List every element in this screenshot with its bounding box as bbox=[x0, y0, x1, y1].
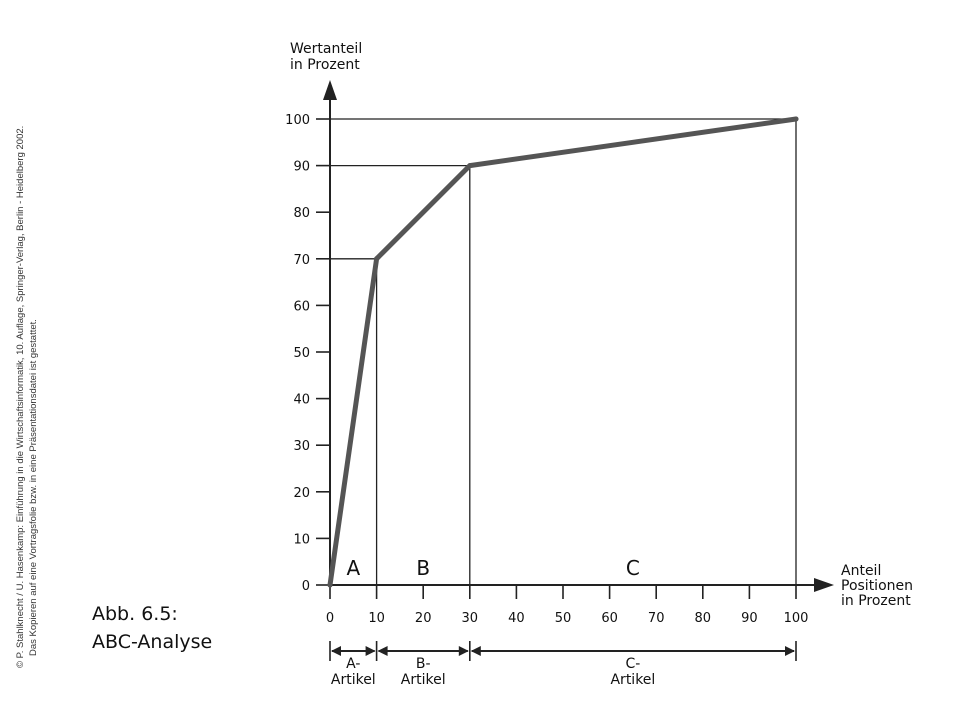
x-axis-title-line: Positionen bbox=[841, 578, 913, 594]
y-tick-label: 80 bbox=[293, 206, 310, 221]
series-line bbox=[327, 116, 799, 588]
x-axis-title-line: in Prozent bbox=[841, 593, 911, 609]
range-arrow-left bbox=[470, 646, 481, 656]
y-tick-label: 90 bbox=[293, 160, 310, 175]
range-label: B- bbox=[416, 656, 431, 672]
data-series bbox=[327, 116, 799, 588]
zone-label-c: C bbox=[626, 556, 640, 580]
y-tick-label: 50 bbox=[293, 346, 310, 361]
y-axis-title-line: Wertanteil bbox=[290, 41, 362, 57]
range-arrow-left bbox=[377, 646, 388, 656]
guide-lines bbox=[330, 118, 797, 585]
range-label: A- bbox=[346, 656, 360, 672]
range-arrow-left bbox=[331, 646, 341, 656]
x-tick-label: 20 bbox=[415, 611, 432, 626]
y-tick-label: 60 bbox=[293, 299, 310, 314]
copyright-line-2: Das Kopieren auf eine Vortragsfolie bzw.… bbox=[28, 319, 39, 656]
caption-line-2: ABC-Analyse bbox=[92, 631, 213, 653]
y-axis-arrow bbox=[323, 80, 337, 100]
x-tick-label: 0 bbox=[326, 611, 334, 626]
x-tick-label: 30 bbox=[462, 611, 479, 626]
copyright-line-1: © P. Stahlknecht / U. Hasenkamp: Einführ… bbox=[15, 125, 26, 668]
y-tick-label: 100 bbox=[285, 113, 310, 128]
range-label: C- bbox=[625, 656, 640, 672]
x-tick-label: 50 bbox=[555, 611, 572, 626]
copyright-notice: © P. Stahlknecht / U. Hasenkamp: Einführ… bbox=[14, 28, 40, 668]
axes bbox=[323, 80, 834, 592]
x-tick-label: 60 bbox=[601, 611, 618, 626]
x-tick-label: 80 bbox=[695, 611, 712, 626]
y-tick-label: 20 bbox=[293, 486, 310, 501]
x-tick-label: 90 bbox=[741, 611, 758, 626]
y-tick-label: 70 bbox=[293, 253, 310, 268]
range-arrow-right bbox=[785, 646, 795, 656]
zone-labels: A B C bbox=[346, 556, 639, 580]
figure-caption: Abb. 6.5: ABC-Analyse bbox=[92, 600, 212, 656]
series-point bbox=[793, 116, 799, 122]
series-point bbox=[467, 163, 473, 169]
y-tick-label: 0 bbox=[302, 579, 310, 594]
range-arrow-right bbox=[458, 646, 469, 656]
y-axis-title-line: in Prozent bbox=[290, 57, 360, 73]
zone-label-a: A bbox=[346, 556, 360, 580]
y-tick-label: 30 bbox=[293, 439, 310, 454]
x-axis-arrow bbox=[814, 578, 834, 592]
range-label: Artikel bbox=[401, 672, 446, 688]
y-tick-label: 40 bbox=[293, 393, 310, 408]
x-tick-label: 70 bbox=[648, 611, 665, 626]
x-tick-label: 100 bbox=[784, 611, 809, 626]
x-tick-label: 40 bbox=[508, 611, 525, 626]
range-label: Artikel bbox=[331, 672, 376, 688]
zone-label-b: B bbox=[416, 556, 430, 580]
range-arrow-right bbox=[365, 646, 376, 656]
series-point bbox=[374, 256, 380, 262]
series-point bbox=[327, 582, 333, 588]
x-tick-label: 10 bbox=[368, 611, 385, 626]
y-axis-ticks: 0 10 20 30 40 50 60 70 80 90 100 bbox=[285, 113, 330, 594]
x-axis-ticks: 0 10 20 30 40 50 60 70 80 90 100 bbox=[326, 585, 809, 626]
y-tick-label: 10 bbox=[293, 532, 310, 547]
range-label: Artikel bbox=[610, 672, 655, 688]
caption-line-1: Abb. 6.5: bbox=[92, 603, 178, 625]
x-axis-title-line: Anteil bbox=[841, 563, 881, 579]
